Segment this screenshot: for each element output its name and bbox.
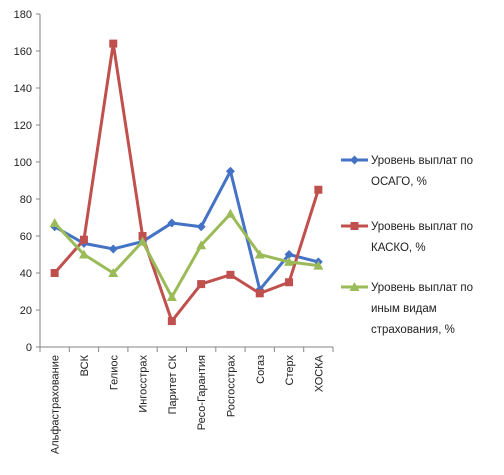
- legend-label: иным видам: [371, 303, 437, 315]
- legend-swatch-marker: [350, 222, 359, 230]
- data-point: [50, 269, 59, 277]
- data-point: [225, 166, 235, 176]
- legend-entry-2: Уровень выплат по КАСКО, %: [341, 221, 473, 254]
- data-point: [314, 185, 323, 194]
- legend-label: ОСАГО, %: [371, 176, 427, 188]
- x-category-label: Согаз: [255, 355, 267, 384]
- legend-label: Уровень выплат по: [371, 282, 473, 294]
- y-tick-label: 120: [14, 120, 32, 132]
- data-point: [196, 222, 206, 232]
- data-point: [254, 249, 265, 259]
- legend-entry-1: Уровень выплат по ОСАГО, %: [341, 155, 473, 188]
- x-category-label: Ресо-Гарантия: [196, 355, 208, 430]
- data-point: [137, 236, 148, 246]
- data-point: [49, 218, 60, 228]
- data-point: [138, 232, 147, 240]
- data-point: [284, 256, 295, 266]
- legend-label: страхования, %: [371, 324, 455, 336]
- x-category-label: Ингосстрах: [138, 355, 150, 413]
- legend-swatch-marker: [349, 282, 360, 291]
- series-layer: [49, 39, 324, 326]
- legend-label: Уровень выплат по: [371, 155, 473, 167]
- axes: 0 20 40 60 80 100 120 140 160 180 Альфастрахование…: [14, 9, 334, 454]
- legend-swatch-marker: [350, 155, 359, 165]
- y-tick-label: 140: [14, 83, 32, 95]
- x-category-label: ХОСКА: [313, 354, 325, 392]
- data-point: [166, 292, 177, 302]
- y-tick-label: 180: [14, 9, 32, 21]
- series-line: [53, 212, 319, 299]
- y-tick-label: 40: [20, 268, 32, 280]
- series-line: [53, 42, 320, 323]
- data-point: [225, 208, 236, 218]
- y-tick-label: 100: [14, 157, 32, 169]
- x-category-label: Паритет СК: [167, 354, 179, 414]
- data-point: [196, 240, 207, 250]
- series-line: [53, 169, 319, 292]
- x-category-label: Гелиос: [108, 355, 120, 391]
- data-point: [78, 249, 89, 259]
- series-3: [49, 208, 324, 302]
- data-point: [197, 280, 206, 289]
- x-category-label: Росгосстрах: [225, 355, 237, 418]
- x-category-label: Альфастрахование: [50, 355, 62, 454]
- y-tick-label: 20: [20, 305, 32, 317]
- data-point: [255, 289, 264, 298]
- y-tick-label: 160: [14, 46, 32, 58]
- y-tick-label: 80: [20, 194, 32, 206]
- y-tick-label: 0: [26, 342, 32, 354]
- data-point: [167, 317, 176, 326]
- legend-label: Уровень выплат по: [371, 221, 473, 233]
- legend-entry-3: Уровень выплат по иным видам страхования, …: [341, 282, 473, 336]
- x-category-label: ВСК: [79, 354, 91, 376]
- data-point: [108, 268, 119, 277]
- data-point: [109, 39, 118, 48]
- data-point: [167, 218, 177, 228]
- data-point: [285, 278, 294, 287]
- data-point: [79, 235, 88, 244]
- data-point: [226, 270, 235, 279]
- legend-label: КАСКО, %: [371, 242, 426, 254]
- x-category-label: Стерх: [284, 355, 296, 386]
- y-tick-label: 60: [20, 231, 32, 243]
- data-point: [284, 250, 294, 259]
- series-2: [50, 39, 323, 326]
- data-point: [108, 244, 118, 254]
- data-point: [313, 260, 324, 270]
